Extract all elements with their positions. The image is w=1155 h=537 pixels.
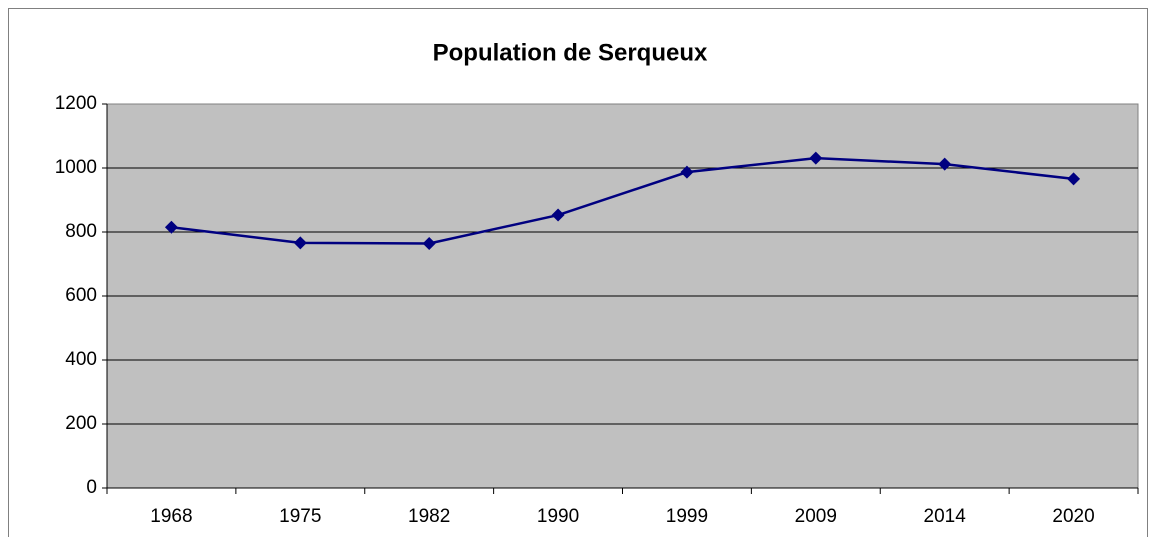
y-tick-label: 400 (65, 349, 97, 370)
data-point (1067, 172, 1081, 186)
data-point (293, 236, 307, 250)
data-point (680, 165, 694, 179)
x-tick-label: 1975 (279, 506, 321, 527)
y-tick-label: 0 (86, 477, 97, 498)
series-line (171, 156, 1074, 245)
data-point (422, 237, 436, 251)
x-tick-label: 1982 (408, 506, 450, 527)
y-tick-label: 200 (65, 413, 97, 434)
x-tick-label: 2009 (795, 506, 837, 527)
y-tick-label: 800 (65, 221, 97, 242)
x-tick-label: 2020 (1052, 506, 1094, 527)
data-point (809, 151, 823, 165)
data-point (551, 208, 565, 222)
x-tick-label: 1999 (666, 506, 708, 527)
x-tick-label: 2014 (924, 506, 967, 527)
y-tick-label: 1000 (55, 157, 97, 178)
chart-title: Population de Serqueux (433, 39, 708, 66)
x-tick-label: 1990 (537, 506, 579, 527)
x-tick-label: 1968 (150, 506, 192, 527)
data-point (164, 220, 178, 234)
y-tick-label: 1200 (55, 93, 97, 114)
data-point (938, 157, 952, 171)
y-tick-label: 600 (65, 285, 97, 306)
